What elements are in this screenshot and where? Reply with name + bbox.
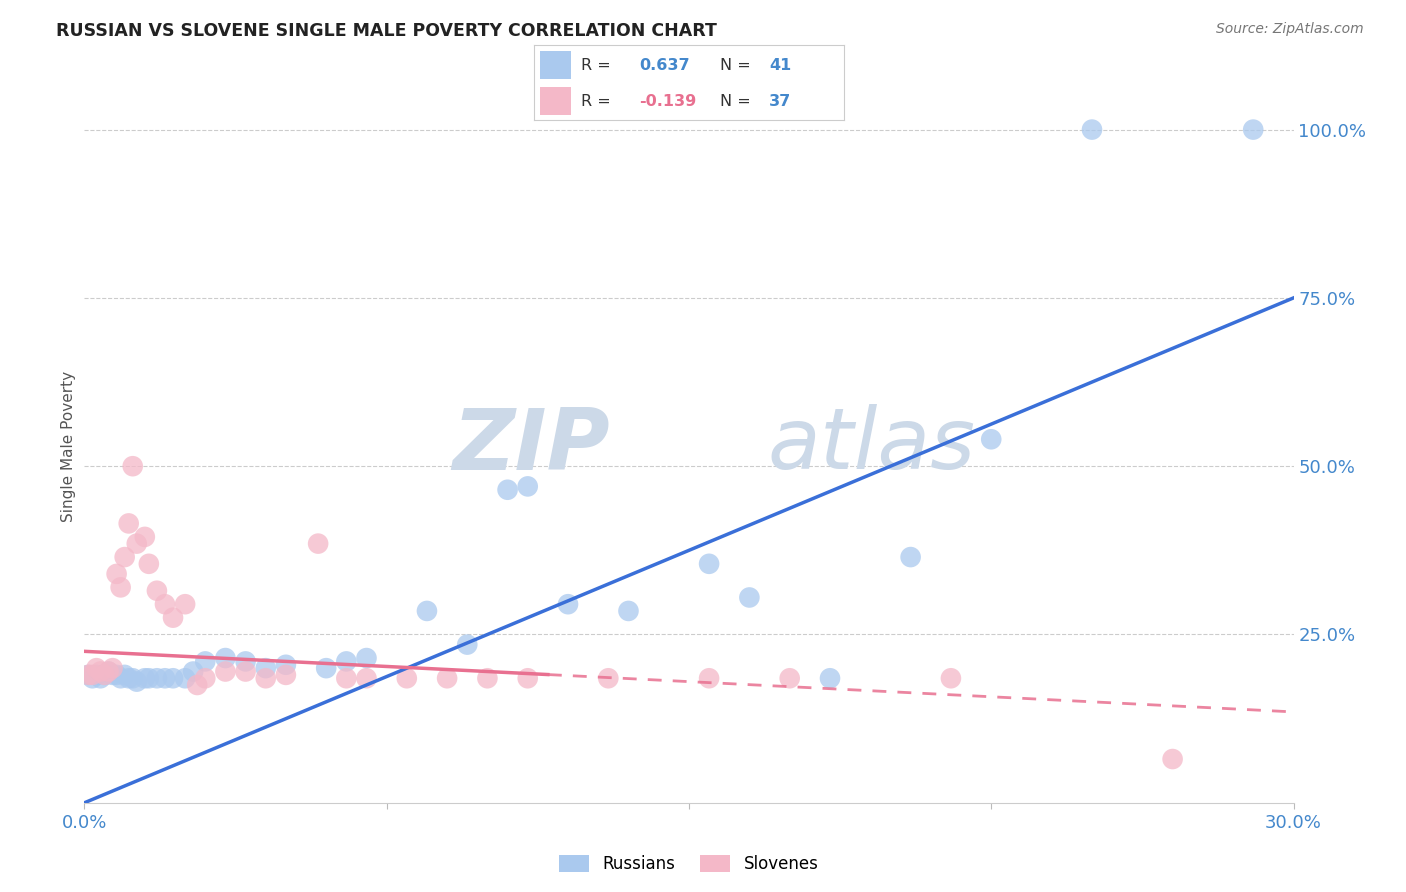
Point <box>214 651 236 665</box>
Point <box>516 671 538 685</box>
Point <box>93 668 115 682</box>
Point <box>174 671 197 685</box>
Point <box>89 665 111 679</box>
Point <box>77 668 100 682</box>
Point <box>617 604 640 618</box>
Point <box>194 655 217 669</box>
Point <box>93 668 115 682</box>
Point <box>697 671 720 685</box>
Point <box>153 671 176 685</box>
Text: R =: R = <box>581 58 616 72</box>
Text: atlas: atlas <box>768 404 976 488</box>
Point <box>153 597 176 611</box>
Point <box>235 665 257 679</box>
Point <box>598 671 620 685</box>
Point <box>121 671 143 685</box>
Text: -0.139: -0.139 <box>640 94 697 109</box>
Text: RUSSIAN VS SLOVENE SINGLE MALE POVERTY CORRELATION CHART: RUSSIAN VS SLOVENE SINGLE MALE POVERTY C… <box>56 22 717 40</box>
Point <box>110 671 132 685</box>
FancyBboxPatch shape <box>540 87 571 115</box>
Point <box>118 516 141 531</box>
Point <box>779 671 801 685</box>
Text: 0.637: 0.637 <box>640 58 690 72</box>
Point <box>118 671 141 685</box>
Point <box>110 580 132 594</box>
Point <box>162 671 184 685</box>
Point <box>395 671 418 685</box>
Point <box>274 657 297 672</box>
Point <box>101 668 124 682</box>
Point <box>557 597 579 611</box>
Point <box>134 671 156 685</box>
Point <box>416 604 439 618</box>
Point <box>121 459 143 474</box>
Point <box>818 671 841 685</box>
Point <box>900 550 922 565</box>
Point <box>496 483 519 497</box>
Point <box>146 583 169 598</box>
Text: N =: N = <box>720 94 756 109</box>
Point <box>138 671 160 685</box>
Point <box>105 668 128 682</box>
Point <box>186 678 208 692</box>
Point <box>980 432 1002 446</box>
Point <box>356 651 378 665</box>
Point <box>86 668 108 682</box>
Point <box>477 671 499 685</box>
Legend: Russians, Slovenes: Russians, Slovenes <box>553 848 825 880</box>
Point <box>82 671 104 685</box>
FancyBboxPatch shape <box>540 51 571 78</box>
Point <box>254 671 277 685</box>
Point <box>138 557 160 571</box>
Point <box>174 597 197 611</box>
Point <box>114 668 136 682</box>
Text: Source: ZipAtlas.com: Source: ZipAtlas.com <box>1216 22 1364 37</box>
Point <box>181 665 204 679</box>
Point <box>254 661 277 675</box>
Point <box>89 671 111 685</box>
Text: 37: 37 <box>769 94 792 109</box>
Point <box>114 550 136 565</box>
Point <box>1161 752 1184 766</box>
Text: N =: N = <box>720 58 756 72</box>
Point <box>235 655 257 669</box>
Text: 41: 41 <box>769 58 792 72</box>
Point <box>86 661 108 675</box>
Point <box>77 668 100 682</box>
Point <box>356 671 378 685</box>
Point <box>307 536 329 550</box>
Y-axis label: Single Male Poverty: Single Male Poverty <box>60 370 76 522</box>
Point <box>516 479 538 493</box>
Point <box>1081 122 1104 136</box>
Point <box>939 671 962 685</box>
Point <box>335 655 357 669</box>
Point <box>315 661 337 675</box>
Point <box>105 566 128 581</box>
Text: ZIP: ZIP <box>453 404 610 488</box>
Point <box>194 671 217 685</box>
Point <box>456 638 478 652</box>
Point <box>335 671 357 685</box>
Point <box>125 536 148 550</box>
Point <box>697 557 720 571</box>
Point <box>97 665 120 679</box>
Point <box>274 668 297 682</box>
Point <box>436 671 458 685</box>
Point <box>82 668 104 682</box>
Point <box>1241 122 1264 136</box>
Point <box>97 665 120 679</box>
Point <box>134 530 156 544</box>
Text: R =: R = <box>581 94 616 109</box>
Point <box>146 671 169 685</box>
Point <box>101 661 124 675</box>
Point <box>214 665 236 679</box>
Point <box>162 610 184 624</box>
Point <box>125 674 148 689</box>
Point <box>738 591 761 605</box>
